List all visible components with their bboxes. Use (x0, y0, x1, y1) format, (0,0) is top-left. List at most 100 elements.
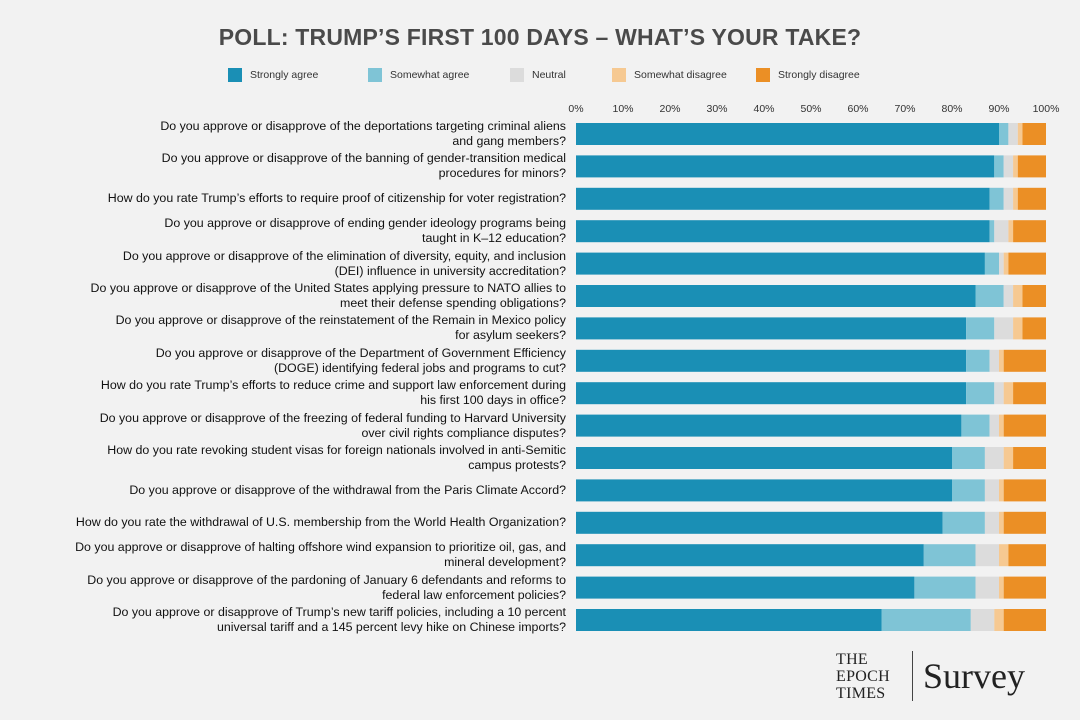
bar-segment (984, 479, 999, 502)
question-label: Do you approve or disapprove of the Unit… (90, 281, 566, 310)
legend-label: Somewhat agree (390, 69, 470, 81)
bar-segment (999, 349, 1004, 372)
bar-segment (1022, 123, 1046, 145)
bar-segment (1003, 576, 1046, 599)
legend-swatch (510, 68, 524, 82)
bar-segment (989, 220, 995, 243)
bar-segment (966, 349, 990, 372)
bar-segment (999, 414, 1004, 437)
bar-segment (576, 479, 952, 502)
question-label: Do you approve or disapprove of the depo… (160, 119, 566, 148)
bar-segment (1003, 382, 1014, 405)
bar-segment (952, 447, 985, 469)
bar-segment (1003, 349, 1046, 372)
question-label: Do you approve or disapprove of the rein… (115, 313, 566, 343)
x-tick-label: 90% (988, 103, 1009, 115)
legend-label: Neutral (532, 69, 566, 81)
bar-segment (999, 576, 1004, 599)
bar-segment (1003, 511, 1046, 534)
bar-segment (576, 220, 990, 243)
bar-segment (881, 609, 971, 631)
bar-segment (952, 479, 985, 502)
x-tick-label: 70% (894, 103, 915, 115)
legend-label: Strongly disagree (778, 69, 860, 81)
bar-segment (966, 317, 995, 340)
legend-item: Somewhat agree (368, 68, 469, 82)
x-tick-label: 30% (706, 103, 727, 115)
legend-item: Somewhat disagree (612, 68, 727, 82)
bar-segment (576, 317, 967, 340)
legend-swatch (368, 68, 382, 82)
question-label: Do you approve or disapprove of ending g… (164, 216, 566, 246)
bar-segment (1008, 544, 1046, 567)
bar-segment (1003, 447, 1014, 469)
bar-segment (1013, 317, 1023, 340)
bar-segment (914, 576, 976, 599)
bar-segment (989, 349, 999, 372)
bar-segment (1003, 155, 1014, 178)
bar-segment (576, 609, 882, 631)
bar-segment (989, 414, 999, 437)
bar-segment (576, 252, 985, 275)
bar-segment (1003, 479, 1046, 502)
bar-segment (1013, 155, 1018, 178)
bar-segment (1008, 252, 1046, 275)
bar-segment (1013, 285, 1023, 307)
survey-wordmark: Survey (923, 656, 1025, 696)
bar-segment (923, 544, 976, 567)
legend-item: Neutral (510, 68, 566, 82)
bar-segment (576, 155, 995, 178)
question-label: How do you rate Trump’s efforts to reduc… (100, 378, 566, 408)
bar-segment (1017, 123, 1023, 145)
bar-segment (999, 511, 1004, 534)
bar-segment (999, 544, 1009, 567)
bar-segment (1013, 447, 1046, 469)
bar-segment (576, 576, 915, 599)
question-label: How do you rate revoking student visas f… (107, 443, 566, 472)
bar-segment (1008, 123, 1018, 145)
bar-segment (576, 511, 943, 534)
bar-segment (1008, 220, 1014, 243)
bar-segment (970, 609, 995, 631)
bar-segment (966, 382, 995, 405)
x-tick-label: 60% (847, 103, 868, 115)
bar-segment (961, 414, 990, 437)
bar-segment (942, 511, 985, 534)
bar-segment (1003, 609, 1046, 631)
x-tick-label: 10% (612, 103, 633, 115)
bar-segment (975, 576, 999, 599)
x-tick-label: 0% (568, 103, 583, 115)
question-label: Do you approve or disapprove of the elim… (122, 248, 566, 278)
legend-swatch (756, 68, 770, 82)
bar-segment (999, 252, 1004, 275)
bar-segment (975, 285, 1004, 307)
bar-segment (576, 544, 924, 567)
legend-label: Strongly agree (250, 69, 319, 81)
bar-segment (576, 187, 990, 210)
question-label: Do you approve or disapprove of the with… (129, 482, 566, 497)
bar-segment (1003, 414, 1046, 437)
bar-segment (989, 187, 1004, 210)
x-tick-label: 50% (800, 103, 821, 115)
bar-segment (994, 382, 1004, 405)
legend-item: Strongly agree (228, 68, 318, 82)
bar-segment (1022, 317, 1046, 340)
bar-segment (994, 220, 1009, 243)
bar-segment (975, 544, 999, 567)
legend-item: Strongly disagree (756, 68, 860, 82)
bar-segment (576, 123, 999, 145)
question-label: Do you approve or disapprove of the Depa… (155, 345, 566, 375)
bar-segment (1013, 220, 1046, 243)
bar-segment (1013, 382, 1046, 405)
bar-segment (576, 285, 976, 307)
question-label: Do you approve or disapprove of halting … (75, 540, 566, 570)
legend-swatch (228, 68, 242, 82)
bar-segment (999, 123, 1009, 145)
question-label: How do you rate the withdrawal of U.S. m… (75, 515, 566, 530)
bar-segment (994, 609, 1004, 631)
x-tick-label: 40% (753, 103, 774, 115)
epoch-times-survey-logo: THE EPOCH TIMES Survey (836, 648, 1025, 704)
bar-segment (1003, 187, 1014, 210)
legend-label: Somewhat disagree (634, 69, 727, 81)
